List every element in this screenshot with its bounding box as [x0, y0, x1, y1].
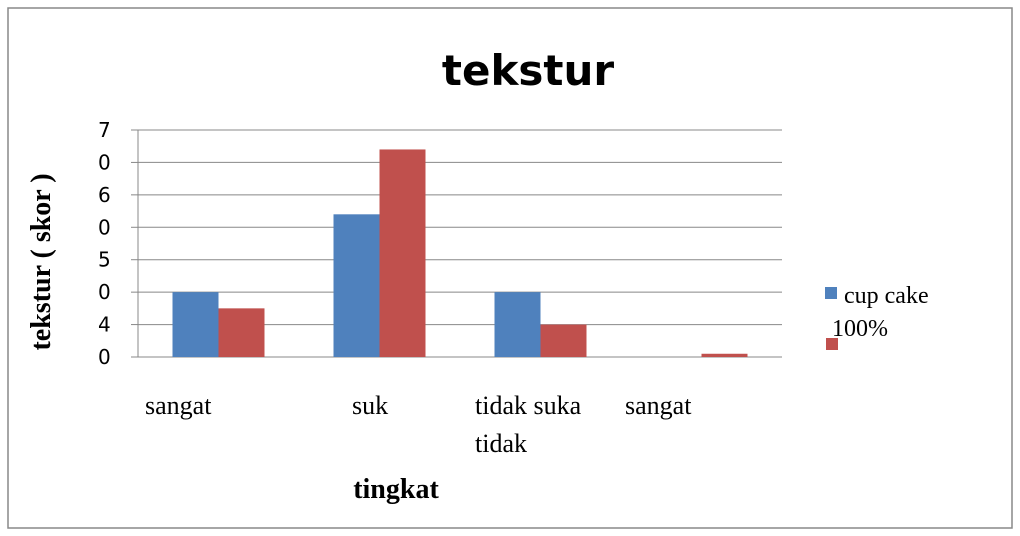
- bar: [218, 308, 265, 357]
- y-tick-label: 6: [98, 183, 111, 207]
- x-tick-label-line: sangat: [625, 391, 692, 420]
- y-tick-label: 0: [98, 215, 111, 239]
- legend-label: 100%: [832, 316, 888, 342]
- x-tick-label: sangat tidak: [475, 391, 692, 458]
- chart-title: tekstur: [442, 46, 614, 95]
- chart-border: [7, 7, 1013, 529]
- y-tick-label: 0: [98, 345, 111, 369]
- y-tick-label: 0: [98, 150, 111, 174]
- y-tick-label: 7: [98, 118, 111, 142]
- legend-label: cup cake: [844, 283, 929, 309]
- legend-swatch: [826, 338, 838, 350]
- y-tick-label: 5: [98, 248, 111, 272]
- y-tick-label: 4: [98, 313, 111, 337]
- bar: [701, 353, 748, 357]
- bar: [333, 214, 380, 357]
- x-tick-label: suk: [352, 391, 388, 420]
- y-axis-label: tekstur ( skor ): [26, 173, 57, 350]
- bar: [540, 324, 587, 357]
- x-tick-label: sangat: [145, 391, 212, 420]
- y-tick-label: 0: [98, 280, 111, 304]
- bar: [172, 292, 219, 357]
- bar: [494, 292, 541, 357]
- x-tick-label-line: tidak: [475, 429, 527, 458]
- legend-swatch: [825, 287, 837, 299]
- x-axis-label: tingkat: [353, 474, 439, 505]
- bar: [379, 149, 426, 357]
- x-tick-label: tidak suka: [475, 391, 582, 420]
